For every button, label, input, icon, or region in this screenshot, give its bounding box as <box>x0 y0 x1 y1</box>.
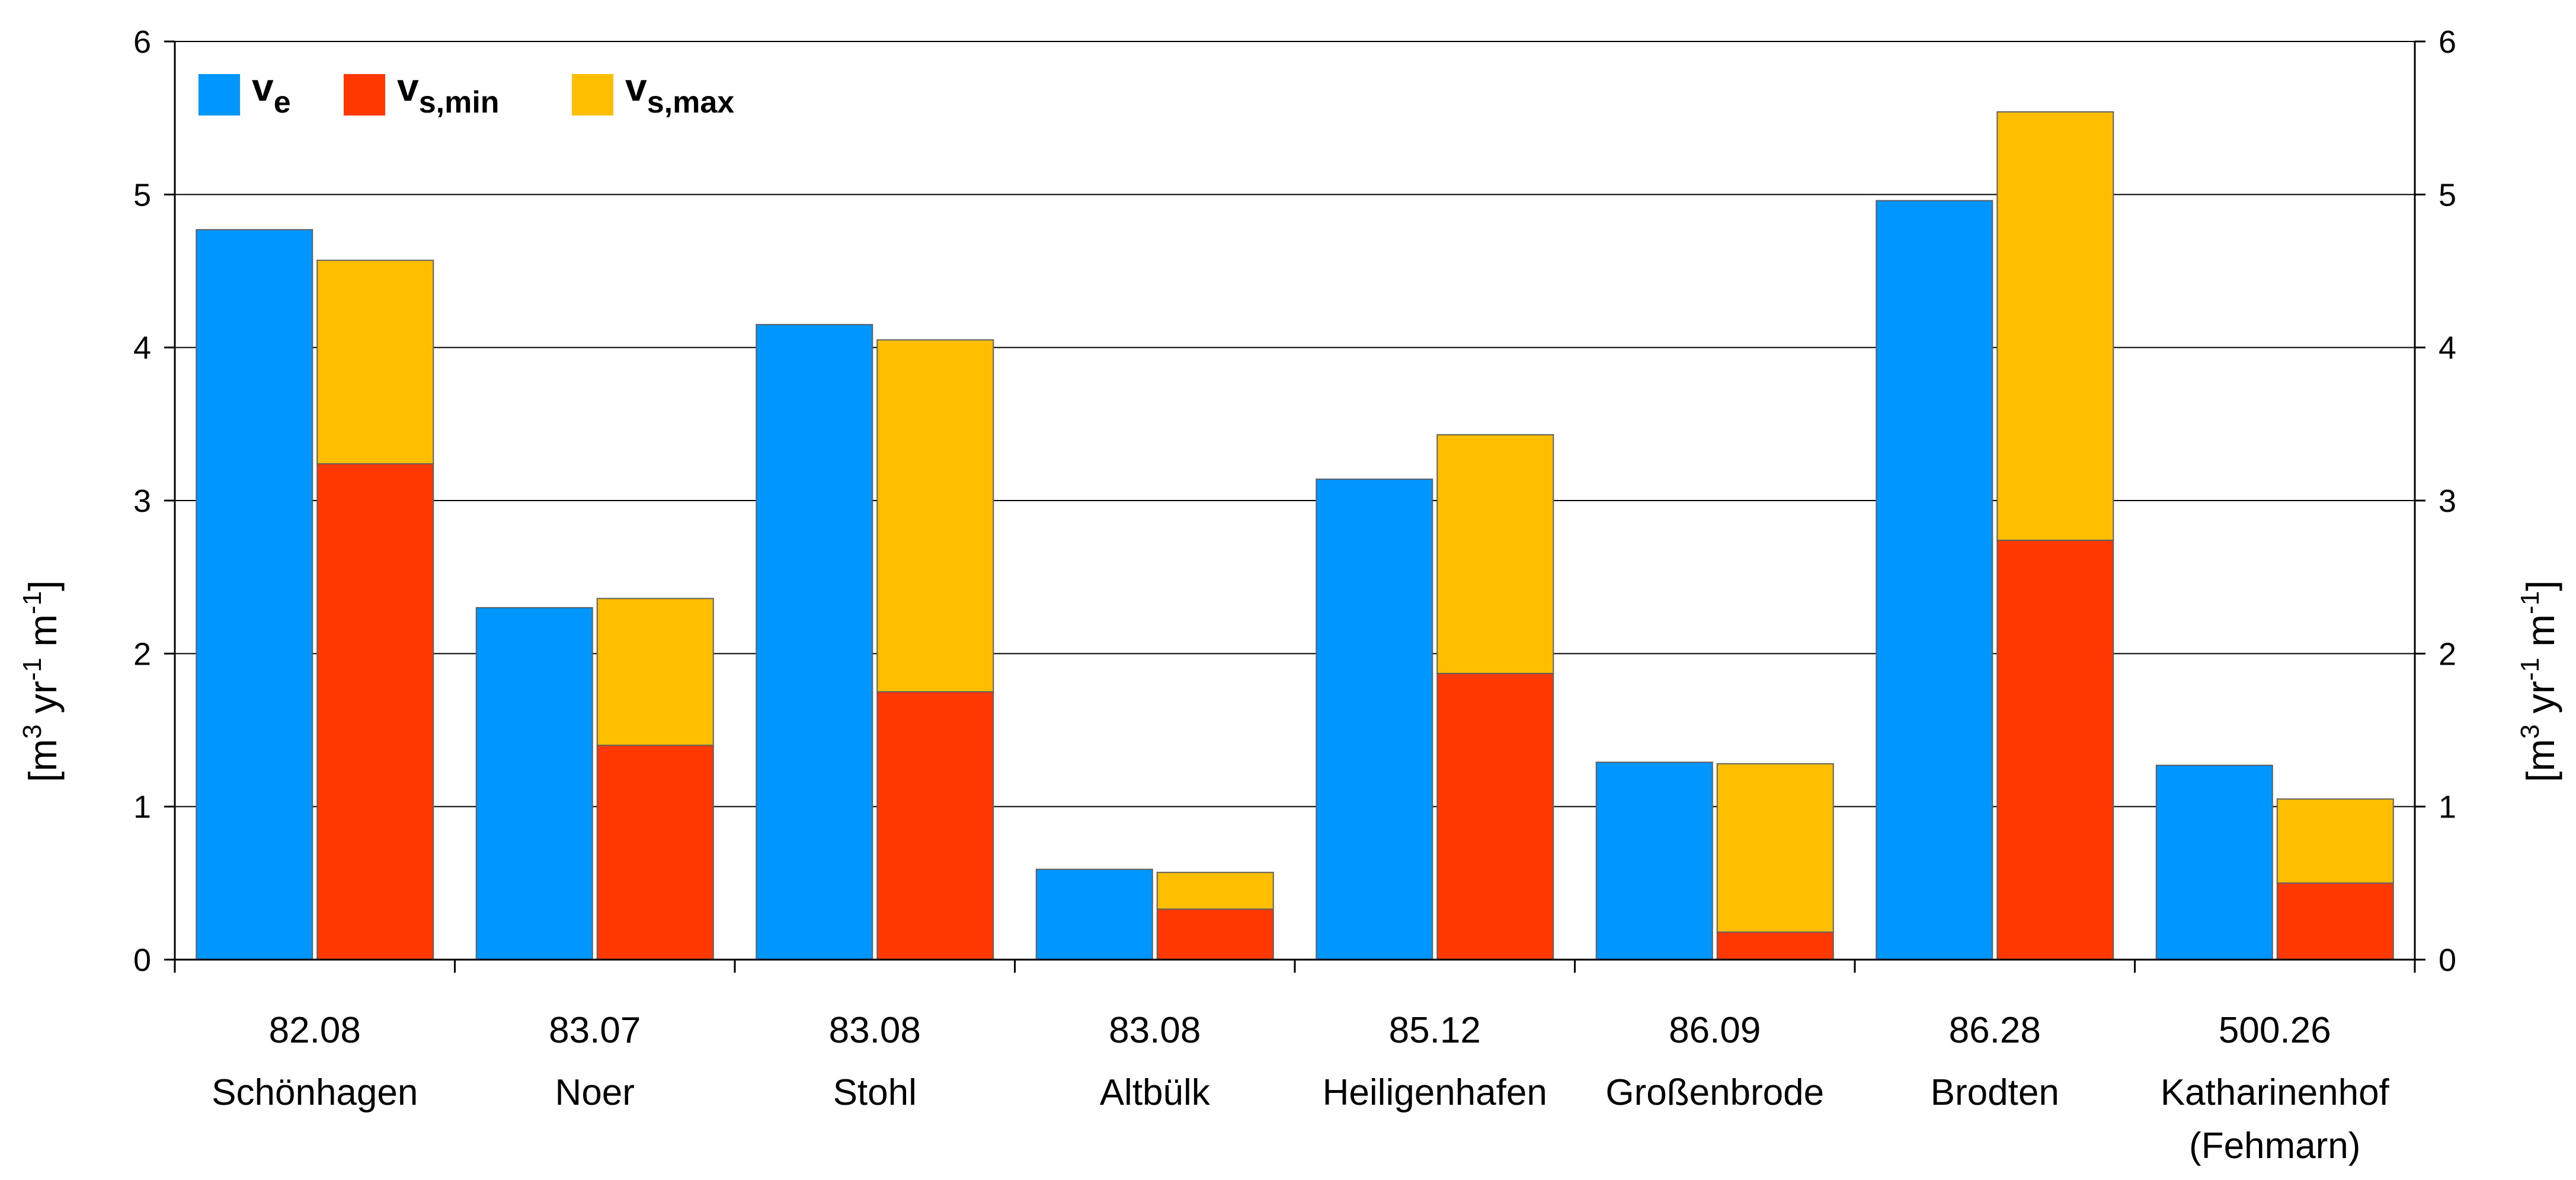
x-site-sublabel: (Fehmarn) <box>2189 1126 2360 1166</box>
x-site-label: Heiligenhafen <box>1323 1072 1547 1113</box>
y-tick-label: 6 <box>2439 24 2456 60</box>
y-tick-label: 1 <box>2439 790 2456 825</box>
legend-label: ve <box>252 65 291 120</box>
legend-swatch <box>199 74 240 116</box>
y-axis-label-right: [m3 yr-1 m-1] <box>2516 580 2562 782</box>
x-site-label: Schönhagen <box>212 1072 418 1113</box>
bar-vs-max <box>1996 111 2114 541</box>
x-code-label: 83.07 <box>549 1010 641 1051</box>
x-site-label: Katharinenhof <box>2161 1072 2390 1113</box>
bar-vs-min <box>1716 931 1834 960</box>
x-code-label: 86.09 <box>1669 1010 1761 1051</box>
y-tick-label: 6 <box>133 24 151 60</box>
x-site-label: Stohl <box>833 1072 917 1113</box>
legend-swatch <box>344 74 385 116</box>
y-tick-label: 5 <box>133 177 151 213</box>
bar-vs-min <box>1436 672 1554 960</box>
bar-vs-max <box>876 339 994 692</box>
axes <box>164 40 2425 973</box>
bar-vs-max <box>1436 434 1554 674</box>
bar-ve <box>475 607 593 961</box>
y-tick-label: 0 <box>2439 942 2456 978</box>
x-code-label: 82.08 <box>269 1010 361 1051</box>
bar-vs-min <box>1156 908 1274 960</box>
y-tick-label: 3 <box>2439 483 2456 519</box>
bar-ve <box>1316 478 1433 960</box>
x-category-labels: 82.08 Schönhagen 83.07 Noer 83.08 Stohl 83.08 A… <box>212 1010 2389 1166</box>
bar-vs-max <box>2276 798 2394 884</box>
bar-ve <box>1595 761 1713 960</box>
x-site-label: Großenbrode <box>1605 1072 1824 1113</box>
y-tick-label: 1 <box>133 790 151 825</box>
bar-vs-min <box>1996 540 2114 960</box>
bar-vs-min <box>316 463 434 960</box>
x-site-label: Brodten <box>1931 1072 2059 1113</box>
y-axis-label-left: [m3 yr-1 m-1] <box>18 580 65 782</box>
bar-vs-min <box>596 745 714 961</box>
bar-vs-min <box>876 691 994 960</box>
bar-ve <box>2155 764 2273 960</box>
y-tick-label: 4 <box>2439 331 2456 366</box>
x-code-label: 83.08 <box>1109 1010 1201 1051</box>
bar-ve <box>196 229 313 960</box>
legend-swatch <box>572 74 613 116</box>
bar-vs-max <box>596 598 714 746</box>
legend: ve vs,min vs,max <box>199 65 734 120</box>
x-code-label: 83.08 <box>829 1010 921 1051</box>
x-site-label: Altbülk <box>1100 1072 1211 1113</box>
y-tick-label: 0 <box>133 942 151 978</box>
y-tick-labels-left: 0 1 2 3 4 5 6 <box>133 24 151 978</box>
bar-vs-min <box>2276 882 2394 961</box>
y-tick-label: 5 <box>2439 177 2456 213</box>
y-tick-label: 3 <box>133 483 151 519</box>
bar-ve <box>756 323 873 961</box>
bar-ve <box>1035 868 1153 961</box>
y-tick-label: 2 <box>133 636 151 672</box>
bar-ve <box>1876 200 1993 961</box>
y-tick-label: 4 <box>133 331 151 366</box>
y-tick-labels-right: 0 1 2 3 4 5 6 <box>2439 24 2456 978</box>
bar-vs-max <box>316 259 434 464</box>
legend-label: vs,min <box>397 65 500 120</box>
x-site-label: Noer <box>555 1072 635 1113</box>
bar-vs-max <box>1716 763 1834 933</box>
y-tick-label: 2 <box>2439 636 2456 672</box>
bar-vs-max <box>1156 871 1274 910</box>
x-code-label: 500.26 <box>2219 1010 2331 1051</box>
x-code-label: 86.28 <box>1949 1010 2041 1051</box>
bars <box>196 111 2394 961</box>
x-code-label: 85.12 <box>1389 1010 1481 1051</box>
legend-label: vs,max <box>625 65 734 120</box>
